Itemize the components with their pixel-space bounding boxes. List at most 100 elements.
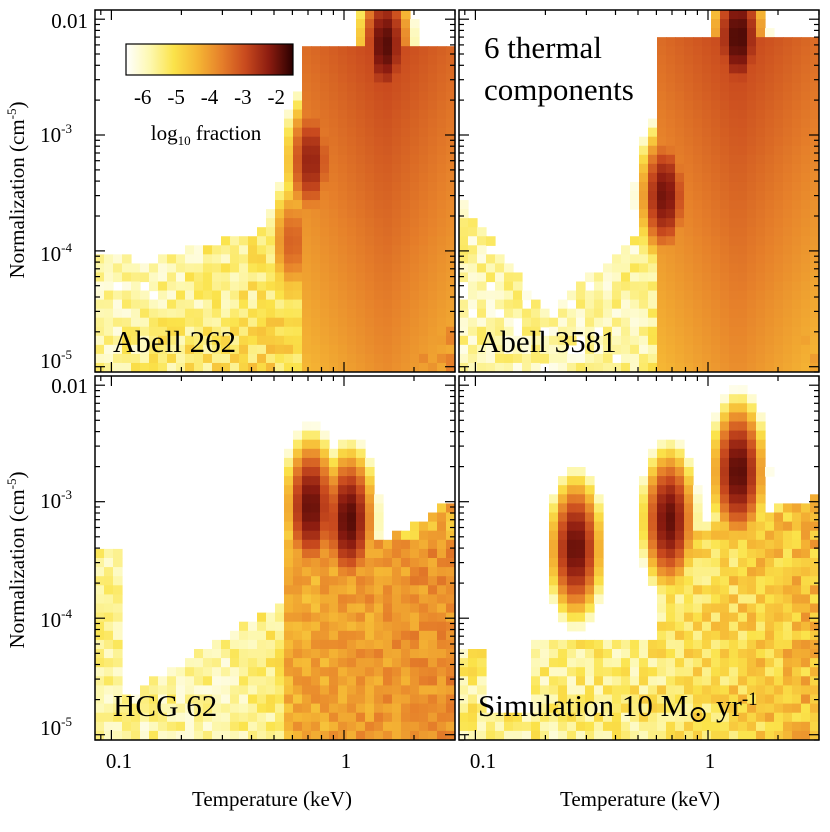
heatmap-cell [648,344,658,355]
heatmap-cell [729,412,739,423]
heatmap-cell [185,362,195,372]
heatmap-cell [329,127,339,138]
heatmap-cell [212,254,222,264]
heatmap-cell [504,344,514,355]
heatmap-cell [428,145,438,156]
heatmap-cell [648,353,658,364]
heatmap-cell [338,539,348,550]
heatmap-cell [338,621,348,632]
heatmap-cell [585,667,595,677]
heatmap-cell [522,362,532,372]
heatmap-cell [446,227,455,237]
heatmap-cell [720,362,730,372]
heatmap-cell [639,476,649,486]
heatmap-cell [374,639,384,650]
heatmap-cell [603,326,613,337]
heatmap-cell [549,521,559,532]
heatmap-cell [810,245,819,255]
heatmap-cell [320,639,330,650]
heatmap-cell [738,539,748,550]
heatmap-cell [383,667,393,677]
heatmap-cell [675,209,685,219]
heatmap-cell [311,163,321,174]
heatmap-cell [383,567,393,577]
heatmap-cell [230,676,240,686]
heatmap-cell [630,290,640,301]
heatmap-cell [293,290,303,301]
heatmap-cell [711,594,721,605]
heatmap-cell [738,594,748,605]
heatmap-cell [212,335,222,346]
heatmap-cell [765,154,775,165]
heatmap-cell [374,55,384,65]
heatmap-cell [783,649,793,659]
heatmap-cell [657,594,667,605]
heatmap-cell [558,530,568,541]
heatmap-cell [675,118,685,129]
heatmap-cell [176,721,186,732]
heatmap-cell [702,109,712,120]
heatmap-cell [392,236,402,246]
heatmap-cell [275,658,285,668]
heatmap-cell [365,64,375,74]
heatmap-cell [149,676,159,686]
heatmap-cell [648,567,658,577]
heatmap-cell [104,558,114,568]
heatmap-cell [711,703,721,714]
heatmap-cell [428,344,438,355]
heatmap-cell [392,19,402,29]
heatmap-cell [774,263,784,274]
heatmap-cell [347,172,357,183]
heatmap-cell [293,136,303,147]
heatmap-cell [284,335,294,346]
heatmap-cell [657,91,667,102]
heatmap-cell [702,344,712,355]
heatmap-cell [639,172,649,183]
heatmap-cell [729,667,739,677]
heatmap-cell [230,236,240,246]
heatmap-cell [383,236,393,246]
heatmap-cell [338,503,348,514]
heatmap-cell [531,721,541,732]
heatmap-cell [693,172,703,183]
heatmap-cell [401,172,411,183]
y-tick-label: 10-3 [40,487,72,513]
heatmap-cell [684,55,694,65]
heatmap-cell [792,539,802,550]
heatmap-cell [675,548,685,559]
heatmap-cell [738,485,748,495]
heatmap-cell [792,548,802,559]
heatmap-cell [320,694,330,705]
heatmap-cell [293,485,303,495]
heatmap-cell [374,567,384,577]
heatmap-cell [113,712,123,723]
heatmap-cell [675,567,685,577]
heatmap-cell [95,353,105,364]
heatmap-cell [311,649,321,659]
heatmap-cell [729,254,739,264]
heatmap-cell [374,209,384,219]
heatmap-cell [594,299,604,310]
heatmap-cell [356,326,366,337]
heatmap-cell [383,209,393,219]
heatmap-cell [356,281,366,292]
heatmap-cell [792,245,802,255]
heatmap-cell [549,721,559,732]
heatmap-cell [338,639,348,650]
heatmap-cell [675,335,685,346]
heatmap-cell [774,630,784,641]
heatmap-cell [810,576,819,586]
heatmap-cell [329,200,339,210]
heatmap-cell [329,136,339,147]
heatmap-cell [311,630,321,641]
heatmap-cell [293,154,303,165]
heatmap-cell [419,676,429,686]
heatmap-cell [131,290,141,301]
heatmap-cell [810,530,819,541]
heatmap-cell [365,37,375,47]
heatmap-cell [738,658,748,668]
heatmap-cell [302,567,312,577]
heatmap-cell [738,385,748,395]
heatmap-cell [612,721,622,732]
heatmap-cell [630,281,640,292]
